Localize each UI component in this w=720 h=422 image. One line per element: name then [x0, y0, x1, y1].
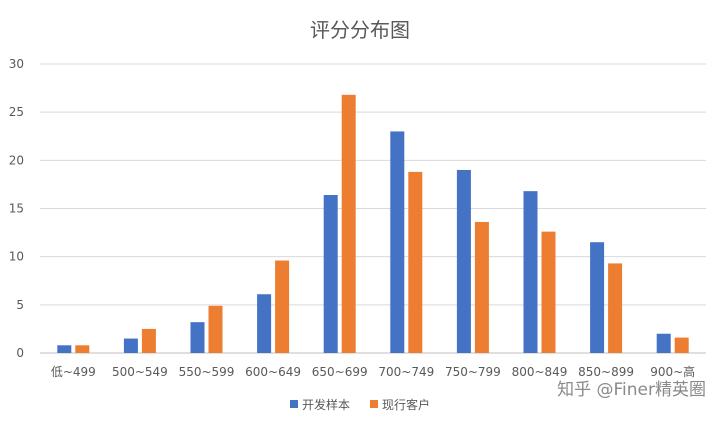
bar-dev-sample — [656, 333, 671, 353]
chart-title: 评分分布图 — [310, 18, 410, 42]
watermark: 知乎 @Finer精英圈 — [557, 380, 706, 400]
bar-current-customer — [275, 260, 290, 353]
bar-current-customer — [674, 337, 689, 353]
x-axis: 低~499 500~549 550~599 600~649 650~699 700~749… — [51, 364, 695, 379]
bar-dev-sample — [190, 322, 205, 353]
bar-current-customer — [474, 221, 489, 353]
y-tick-label: 30 — [9, 57, 24, 71]
y-tick-label: 25 — [9, 105, 24, 119]
bar-current-customer — [408, 171, 423, 353]
bar-current-customer — [75, 345, 90, 353]
x-tick-label: 850~899 — [578, 365, 634, 379]
bar-current-customer — [541, 231, 556, 353]
y-tick-label: 20 — [9, 153, 24, 167]
bar-dev-sample — [390, 131, 405, 353]
legend-swatch — [370, 400, 378, 408]
bar-current-customer — [341, 94, 356, 354]
legend-label: 开发样本 — [302, 397, 350, 412]
legend: 开发样本 现行客户 — [290, 397, 430, 412]
bar-dev-sample — [57, 345, 72, 353]
x-tick-label: 500~549 — [112, 365, 168, 379]
x-tick-label: 750~799 — [445, 365, 501, 379]
x-tick-label: 600~649 — [245, 365, 301, 379]
bar-dev-sample — [323, 195, 338, 353]
legend-swatch — [290, 400, 298, 408]
y-axis: 0 5 10 15 20 25 30 — [9, 57, 24, 360]
y-tick-label: 5 — [16, 298, 24, 312]
x-tick-label: 低~499 — [51, 365, 96, 379]
bar-dev-sample — [257, 294, 272, 353]
x-tick-label: 700~749 — [378, 365, 434, 379]
y-tick-label: 15 — [9, 202, 24, 216]
bar-dev-sample — [590, 242, 605, 353]
y-tick-label: 10 — [9, 250, 24, 264]
bar-dev-sample — [123, 338, 138, 353]
x-tick-label: 550~599 — [179, 365, 235, 379]
bar-current-customer — [608, 263, 623, 353]
bar-dev-sample — [456, 169, 471, 353]
grid-lines — [40, 63, 706, 354]
bar-current-customer — [141, 328, 156, 353]
x-tick-label: 650~699 — [312, 365, 368, 379]
bars — [57, 94, 689, 354]
bar-dev-sample — [523, 191, 538, 353]
x-tick-label: 900~高 — [650, 364, 695, 379]
x-tick-label: 800~849 — [512, 365, 568, 379]
y-tick-label: 0 — [16, 346, 24, 360]
legend-label: 现行客户 — [382, 397, 430, 412]
bar-current-customer — [208, 305, 223, 353]
